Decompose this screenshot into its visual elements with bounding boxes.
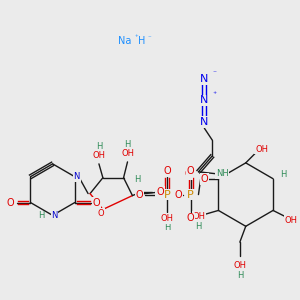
Text: ⁻: ⁻ (147, 35, 151, 41)
Text: OH: OH (255, 145, 268, 154)
Text: O: O (156, 187, 164, 196)
Text: N: N (74, 172, 80, 181)
Text: O: O (7, 197, 14, 208)
Text: O: O (187, 213, 194, 224)
Text: N: N (200, 95, 208, 106)
Text: H: H (138, 36, 146, 46)
Text: H: H (124, 140, 131, 148)
Text: O: O (201, 174, 208, 184)
Text: O: O (175, 190, 183, 200)
Text: O: O (163, 166, 171, 176)
Text: H: H (164, 223, 170, 232)
Text: O: O (185, 169, 192, 179)
Text: P: P (187, 190, 194, 200)
Text: OH: OH (92, 152, 105, 160)
Text: OH: OH (160, 214, 173, 223)
Text: OH: OH (192, 212, 205, 221)
Text: N: N (51, 211, 58, 220)
Text: ⁺: ⁺ (134, 35, 138, 41)
Text: OH: OH (284, 216, 297, 225)
Text: O: O (187, 166, 194, 176)
Text: N: N (200, 117, 208, 127)
Text: H: H (96, 142, 102, 151)
Text: O: O (136, 190, 143, 200)
Text: NH: NH (216, 169, 229, 178)
Text: H: H (134, 175, 140, 184)
Text: H: H (38, 211, 45, 220)
Text: N: N (200, 74, 208, 84)
Text: O: O (93, 197, 100, 208)
Text: OH: OH (121, 149, 134, 158)
Text: P: P (164, 190, 170, 200)
Text: O: O (98, 209, 104, 218)
Text: H: H (280, 170, 286, 179)
Text: H: H (237, 271, 243, 280)
Text: H: H (196, 222, 202, 231)
Text: OH: OH (233, 261, 246, 270)
Text: ⁻: ⁻ (212, 69, 216, 78)
Text: Na: Na (118, 36, 131, 46)
Text: ⁺: ⁺ (212, 91, 216, 100)
